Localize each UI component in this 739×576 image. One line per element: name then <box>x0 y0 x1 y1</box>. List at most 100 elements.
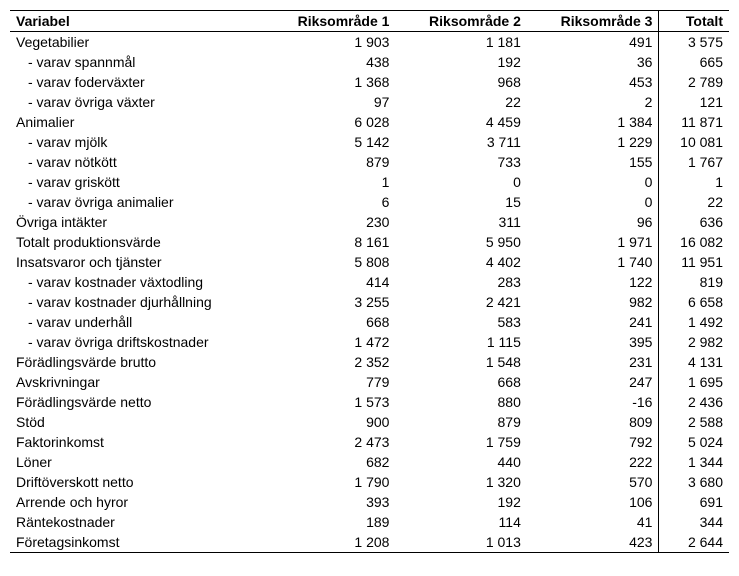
cell-r2: 1 181 <box>395 32 526 53</box>
cell-total: 636 <box>659 212 729 232</box>
cell-total: 344 <box>659 512 729 532</box>
table-row: Löner6824402221 344 <box>10 452 729 472</box>
cell-r1: 1 <box>264 172 395 192</box>
cell-r1: 1 790 <box>264 472 395 492</box>
row-label: - varav kostnader växtodling <box>10 272 264 292</box>
col-header-r1: Riksområde 1 <box>264 11 395 32</box>
cell-r3: 570 <box>527 472 659 492</box>
cell-r2: 733 <box>395 152 526 172</box>
cell-r2: 880 <box>395 392 526 412</box>
table-row: Förädlingsvärde brutto2 3521 5482314 131 <box>10 352 729 372</box>
table-row: Totalt produktionsvärde8 1615 9501 97116… <box>10 232 729 252</box>
cell-total: 10 081 <box>659 132 729 152</box>
cell-r1: 189 <box>264 512 395 532</box>
cell-r1: 2 352 <box>264 352 395 372</box>
cell-r2: 114 <box>395 512 526 532</box>
cell-r1: 779 <box>264 372 395 392</box>
cell-r1: 6 028 <box>264 112 395 132</box>
table-row: Arrende och hyror393192106691 <box>10 492 729 512</box>
cell-r3: 222 <box>527 452 659 472</box>
table-row: - varav foderväxter1 3689684532 789 <box>10 72 729 92</box>
cell-r3: 1 971 <box>527 232 659 252</box>
cell-total: 691 <box>659 492 729 512</box>
row-label: - varav kostnader djurhållning <box>10 292 264 312</box>
table-row: Driftöverskott netto1 7901 3205703 680 <box>10 472 729 492</box>
cell-total: 1 492 <box>659 312 729 332</box>
cell-r2: 1 115 <box>395 332 526 352</box>
cell-r2: 3 711 <box>395 132 526 152</box>
cell-r3: 241 <box>527 312 659 332</box>
cell-r1: 414 <box>264 272 395 292</box>
data-table: Variabel Riksområde 1 Riksområde 2 Rikso… <box>10 10 729 553</box>
cell-total: 121 <box>659 92 729 112</box>
cell-r1: 438 <box>264 52 395 72</box>
row-label: Förädlingsvärde netto <box>10 392 264 412</box>
row-label: Insatsvaror och tjänster <box>10 252 264 272</box>
row-label: - varav spannmål <box>10 52 264 72</box>
cell-r1: 5 142 <box>264 132 395 152</box>
cell-total: 6 658 <box>659 292 729 312</box>
row-label: Företagsinkomst <box>10 532 264 553</box>
row-label: Avskrivningar <box>10 372 264 392</box>
cell-r3: 96 <box>527 212 659 232</box>
cell-r2: 5 950 <box>395 232 526 252</box>
cell-r2: 283 <box>395 272 526 292</box>
table-row: - varav övriga driftskostnader1 4721 115… <box>10 332 729 352</box>
cell-r1: 1 208 <box>264 532 395 553</box>
table-row: - varav underhåll6685832411 492 <box>10 312 729 332</box>
cell-r2: 2 421 <box>395 292 526 312</box>
cell-total: 5 024 <box>659 432 729 452</box>
cell-r3: 0 <box>527 172 659 192</box>
cell-r3: 1 229 <box>527 132 659 152</box>
cell-r3: 1 384 <box>527 112 659 132</box>
cell-total: 4 131 <box>659 352 729 372</box>
cell-total: 11 871 <box>659 112 729 132</box>
row-label: Övriga intäkter <box>10 212 264 232</box>
cell-r1: 2 473 <box>264 432 395 452</box>
cell-r1: 879 <box>264 152 395 172</box>
table-row: - varav övriga växter97222121 <box>10 92 729 112</box>
cell-r2: 968 <box>395 72 526 92</box>
cell-r2: 15 <box>395 192 526 212</box>
cell-total: 1 695 <box>659 372 729 392</box>
cell-total: 3 575 <box>659 32 729 53</box>
cell-r3: 36 <box>527 52 659 72</box>
table-row: - varav nötkött8797331551 767 <box>10 152 729 172</box>
cell-r3: 1 740 <box>527 252 659 272</box>
cell-r2: 879 <box>395 412 526 432</box>
cell-total: 1 767 <box>659 152 729 172</box>
cell-r3: 122 <box>527 272 659 292</box>
cell-r3: 155 <box>527 152 659 172</box>
cell-r1: 668 <box>264 312 395 332</box>
cell-total: 16 082 <box>659 232 729 252</box>
cell-r3: 231 <box>527 352 659 372</box>
table-row: Animalier6 0284 4591 38411 871 <box>10 112 729 132</box>
table-row: - varav griskött1001 <box>10 172 729 192</box>
table-row: Räntekostnader18911441344 <box>10 512 729 532</box>
cell-total: 665 <box>659 52 729 72</box>
cell-total: 2 982 <box>659 332 729 352</box>
table-row: - varav kostnader växtodling414283122819 <box>10 272 729 292</box>
row-label: Arrende och hyror <box>10 492 264 512</box>
row-label: - varav mjölk <box>10 132 264 152</box>
cell-r2: 311 <box>395 212 526 232</box>
cell-r1: 682 <box>264 452 395 472</box>
table-row: - varav spannmål43819236665 <box>10 52 729 72</box>
cell-r2: 192 <box>395 52 526 72</box>
cell-total: 1 344 <box>659 452 729 472</box>
cell-r2: 4 459 <box>395 112 526 132</box>
cell-r3: 792 <box>527 432 659 452</box>
cell-r1: 230 <box>264 212 395 232</box>
cell-r3: 809 <box>527 412 659 432</box>
cell-r3: 2 <box>527 92 659 112</box>
col-header-r3: Riksområde 3 <box>527 11 659 32</box>
cell-r3: -16 <box>527 392 659 412</box>
table-row: Stöd9008798092 588 <box>10 412 729 432</box>
cell-r2: 668 <box>395 372 526 392</box>
cell-r3: 395 <box>527 332 659 352</box>
col-header-variabel: Variabel <box>10 11 264 32</box>
header-row: Variabel Riksområde 1 Riksområde 2 Rikso… <box>10 11 729 32</box>
cell-r2: 1 548 <box>395 352 526 372</box>
cell-total: 2 644 <box>659 532 729 553</box>
cell-r1: 8 161 <box>264 232 395 252</box>
